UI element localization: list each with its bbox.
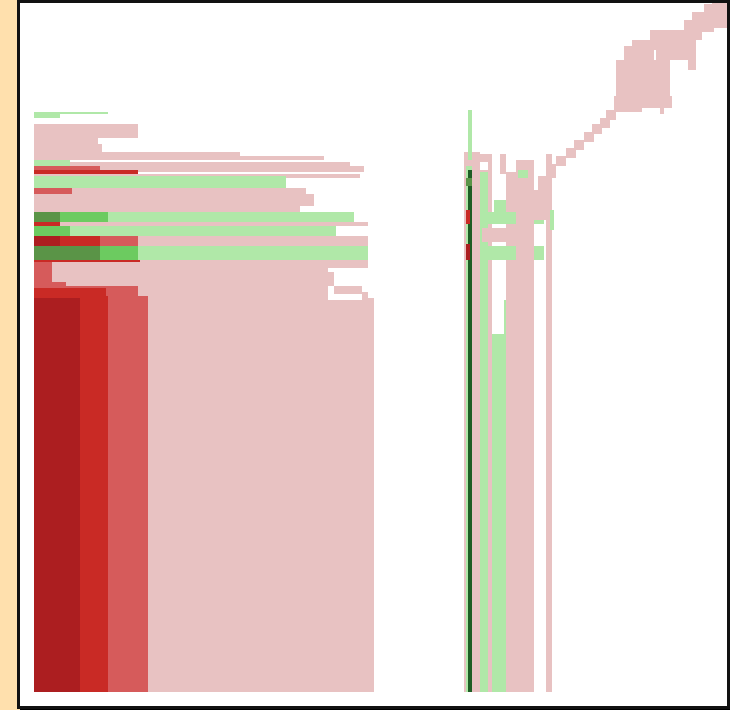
diagonal-cell-85 — [592, 124, 602, 134]
diagram-canvas — [17, 0, 730, 709]
block-step-4 — [334, 286, 362, 294]
stripe-68 — [506, 172, 516, 692]
bar-22 — [34, 188, 46, 194]
stripe-72 — [482, 228, 522, 242]
bar-23 — [46, 188, 72, 194]
diagonal-cell-79 — [538, 176, 552, 190]
bar-37 — [100, 236, 138, 246]
bar-10 — [34, 138, 98, 144]
bar-26 — [34, 206, 300, 212]
bar-24 — [72, 188, 306, 194]
column-45 — [34, 262, 52, 286]
diagonal-cell-84 — [584, 132, 594, 142]
diagonal-cell-97 — [712, 3, 727, 12]
column-47 — [66, 288, 106, 298]
stripe-57 — [466, 210, 470, 224]
column-50 — [34, 288, 74, 298]
column-48 — [80, 296, 108, 692]
diagonal-cell-90 — [624, 46, 654, 66]
stripe-62 — [480, 172, 488, 370]
stripe-78 — [534, 190, 546, 220]
bar-32 — [34, 226, 336, 236]
diagonal-cell-80 — [546, 164, 556, 178]
block-step-3 — [328, 272, 334, 286]
bar-7 — [34, 112, 60, 118]
stripe-76 — [546, 154, 552, 692]
bar-13 — [34, 156, 324, 160]
diagonal-cell-101 — [660, 100, 664, 114]
stripe-65 — [492, 334, 504, 692]
diagonal-cell-87 — [606, 110, 616, 120]
column-44 — [108, 296, 148, 692]
stripe-58 — [466, 244, 470, 260]
stripe-60 — [478, 154, 492, 162]
bar-9 — [34, 124, 138, 138]
bar-8 — [60, 112, 108, 114]
bar-40 — [60, 246, 100, 260]
bar-36 — [60, 236, 100, 246]
bar-11 — [34, 144, 102, 154]
bar-15 — [70, 162, 350, 166]
bar-30 — [34, 222, 368, 226]
stripe-54 — [468, 110, 472, 160]
stripe-77 — [550, 210, 554, 230]
bar-34 — [34, 236, 368, 246]
diagonal-cell-91 — [632, 40, 656, 50]
block-step-6 — [366, 298, 374, 304]
stripe-63 — [480, 370, 490, 692]
bar-41 — [100, 246, 138, 260]
bar-14 — [34, 160, 70, 166]
bar-21 — [34, 176, 286, 188]
stripe-56 — [468, 170, 472, 692]
stripe-74 — [518, 170, 528, 178]
column-51 — [34, 298, 80, 692]
stripe-66 — [500, 154, 506, 174]
bar-16 — [34, 166, 100, 170]
stripe-64 — [488, 160, 492, 692]
bar-25 — [34, 194, 314, 206]
stripe-59 — [466, 178, 472, 186]
bar-17 — [100, 166, 364, 172]
mosaic-plot — [34, 3, 727, 692]
bar-39 — [34, 246, 60, 260]
diagonal-cell-82 — [566, 148, 576, 158]
block-body-2 — [34, 260, 368, 268]
column-46 — [34, 282, 66, 288]
bar-29 — [60, 212, 108, 222]
diagonal-cell-86 — [600, 118, 610, 128]
column-52 — [72, 300, 80, 352]
diagonal-cell-81 — [556, 156, 566, 166]
bar-35 — [34, 236, 60, 246]
bar-31 — [34, 222, 60, 226]
diagonal-cell-89 — [616, 60, 660, 100]
bar-18 — [34, 170, 138, 174]
bar-12 — [34, 152, 240, 158]
block-step-5 — [362, 292, 368, 300]
bar-28 — [34, 212, 60, 222]
bar-42 — [34, 260, 140, 262]
bar-27 — [34, 212, 354, 222]
stripe-75 — [528, 250, 534, 692]
diagonal-cell-99 — [656, 40, 670, 100]
stripe-71 — [482, 246, 544, 260]
diagonal-cell-83 — [574, 140, 584, 150]
bar-33 — [34, 226, 70, 236]
diagonal-cell-100 — [688, 40, 696, 70]
